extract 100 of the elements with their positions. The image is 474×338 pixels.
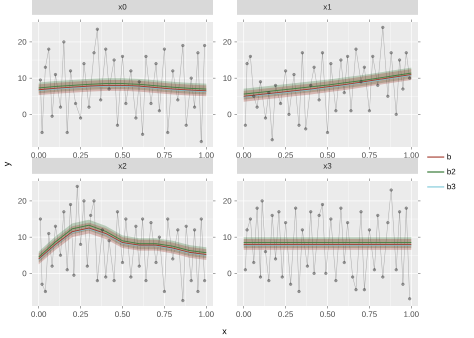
- point: [354, 48, 358, 51]
- point: [144, 279, 148, 282]
- point: [166, 217, 170, 221]
- y-axis-title: y: [4, 162, 12, 166]
- point: [289, 282, 292, 286]
- point: [154, 62, 158, 66]
- point: [62, 40, 66, 44]
- point: [171, 69, 174, 73]
- point: [203, 279, 206, 282]
- point: [54, 72, 58, 76]
- point: [359, 80, 363, 84]
- point: [92, 51, 96, 54]
- point: [196, 51, 200, 54]
- point: [359, 210, 363, 214]
- point: [104, 48, 108, 51]
- point: [108, 239, 111, 242]
- x-axis-title: x: [222, 329, 227, 334]
- point: [245, 62, 249, 66]
- point: [404, 206, 408, 210]
- point: [312, 66, 316, 69]
- point: [79, 116, 82, 120]
- point: [244, 124, 247, 127]
- point: [112, 279, 116, 282]
- point: [154, 260, 158, 264]
- point: [386, 221, 390, 224]
- point: [408, 297, 412, 300]
- point: [116, 124, 120, 127]
- point: [138, 264, 141, 268]
- point: [192, 106, 196, 109]
- point: [376, 84, 380, 87]
- point: [38, 217, 42, 221]
- point: [58, 254, 62, 257]
- point: [144, 54, 148, 58]
- point: [96, 28, 99, 31]
- point: [362, 66, 366, 69]
- point: [381, 275, 384, 279]
- point: [47, 48, 50, 51]
- point: [162, 290, 166, 294]
- point: [68, 69, 72, 73]
- point: [401, 87, 405, 91]
- point: [176, 98, 180, 102]
- point: [390, 188, 393, 192]
- point: [258, 275, 262, 279]
- point: [306, 264, 309, 268]
- point: [300, 228, 304, 232]
- point: [87, 106, 91, 109]
- point: [92, 199, 96, 203]
- point: [287, 112, 291, 116]
- point: [372, 268, 376, 272]
- point: [82, 199, 86, 203]
- point: [284, 69, 288, 73]
- point: [260, 199, 264, 203]
- point: [166, 130, 170, 134]
- point: [334, 279, 338, 282]
- point: [408, 76, 412, 80]
- point: [54, 224, 58, 228]
- point: [192, 228, 196, 232]
- point: [324, 272, 328, 275]
- point: [284, 221, 288, 224]
- point: [158, 236, 161, 239]
- point: [258, 80, 262, 84]
- point: [318, 214, 321, 218]
- point: [203, 44, 206, 48]
- point: [176, 228, 180, 232]
- point: [40, 130, 44, 134]
- point: [297, 124, 301, 127]
- point: [386, 94, 390, 98]
- point: [141, 132, 144, 136]
- point: [100, 228, 104, 232]
- point: [339, 206, 343, 210]
- point: [184, 224, 188, 228]
- point: [368, 228, 371, 232]
- point: [277, 210, 280, 214]
- point: [304, 127, 308, 130]
- point: [134, 224, 138, 228]
- point: [309, 210, 312, 214]
- point: [329, 62, 332, 66]
- point: [294, 206, 298, 210]
- point: [112, 58, 116, 62]
- point: [390, 51, 393, 54]
- point: [138, 80, 141, 84]
- point: [351, 275, 354, 279]
- point: [339, 58, 343, 62]
- point: [76, 184, 79, 188]
- point: [96, 279, 99, 282]
- point: [190, 279, 193, 282]
- point: [334, 109, 338, 112]
- point: [329, 217, 332, 221]
- point: [312, 272, 316, 275]
- point: [245, 228, 249, 232]
- point: [252, 94, 256, 98]
- point: [74, 102, 78, 106]
- point: [171, 257, 174, 260]
- point: [129, 69, 132, 73]
- point: [256, 106, 259, 109]
- point: [108, 87, 111, 91]
- point: [72, 274, 76, 277]
- point: [300, 51, 304, 54]
- point: [141, 217, 144, 221]
- point: [40, 282, 44, 286]
